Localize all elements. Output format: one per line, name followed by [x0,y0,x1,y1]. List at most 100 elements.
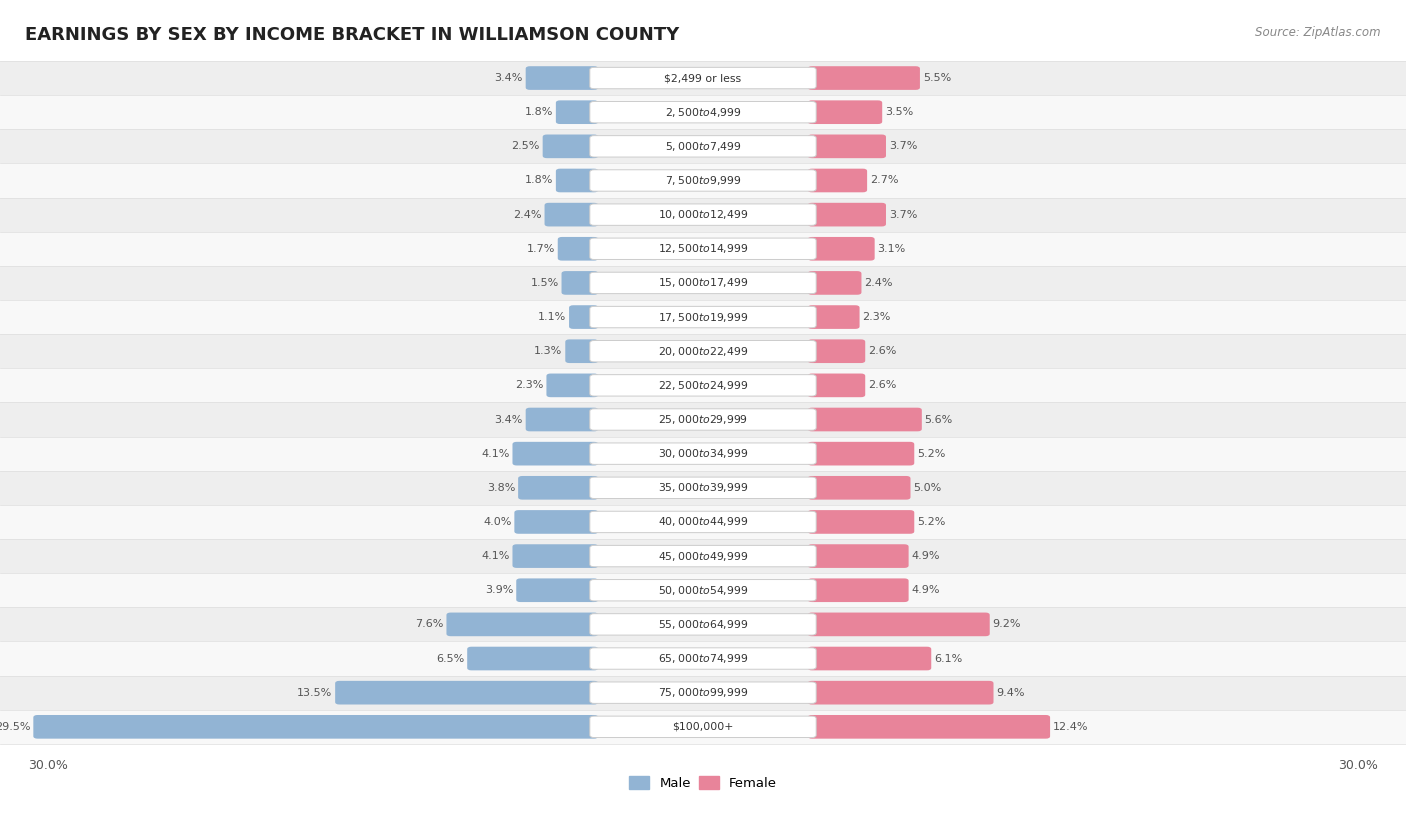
Bar [0,539,1406,573]
Text: 5.2%: 5.2% [917,449,945,459]
FancyBboxPatch shape [547,373,599,398]
Text: $7,500 to $9,999: $7,500 to $9,999 [665,174,741,187]
FancyBboxPatch shape [555,100,599,124]
FancyBboxPatch shape [808,544,908,568]
FancyBboxPatch shape [808,441,914,466]
Text: 5.5%: 5.5% [922,73,950,83]
Bar [0,368,1406,402]
Text: 1.3%: 1.3% [534,346,562,356]
Text: $12,500 to $14,999: $12,500 to $14,999 [658,242,748,255]
Text: $2,500 to $4,999: $2,500 to $4,999 [665,106,741,119]
Text: 3.4%: 3.4% [495,73,523,83]
Text: 12.4%: 12.4% [1053,722,1088,732]
Text: 6.1%: 6.1% [934,654,962,663]
Text: 6.5%: 6.5% [436,654,464,663]
Text: 2.7%: 2.7% [870,176,898,185]
FancyBboxPatch shape [808,202,886,227]
Text: $22,500 to $24,999: $22,500 to $24,999 [658,379,748,392]
FancyBboxPatch shape [591,341,815,362]
Text: 2.4%: 2.4% [513,210,541,220]
Text: 4.0%: 4.0% [484,517,512,527]
Text: 2.4%: 2.4% [865,278,893,288]
FancyBboxPatch shape [543,134,599,159]
Text: 3.7%: 3.7% [889,210,917,220]
Text: $25,000 to $29,999: $25,000 to $29,999 [658,413,748,426]
Text: 1.1%: 1.1% [538,312,567,322]
FancyBboxPatch shape [808,373,865,398]
Text: $17,500 to $19,999: $17,500 to $19,999 [658,311,748,324]
FancyBboxPatch shape [808,66,920,90]
FancyBboxPatch shape [808,271,862,295]
Bar [0,471,1406,505]
Text: $30,000 to $34,999: $30,000 to $34,999 [658,447,748,460]
FancyBboxPatch shape [591,238,815,259]
Bar [0,163,1406,198]
Text: 5.0%: 5.0% [914,483,942,493]
FancyBboxPatch shape [569,305,599,329]
Text: 2.6%: 2.6% [868,346,897,356]
Text: 1.5%: 1.5% [530,278,558,288]
FancyBboxPatch shape [526,407,599,432]
Bar [0,300,1406,334]
FancyBboxPatch shape [558,237,599,261]
Bar [0,505,1406,539]
Bar [0,676,1406,710]
FancyBboxPatch shape [591,136,815,157]
FancyBboxPatch shape [808,134,886,159]
Text: 4.1%: 4.1% [481,449,509,459]
Bar [0,232,1406,266]
FancyBboxPatch shape [591,204,815,225]
Text: $55,000 to $64,999: $55,000 to $64,999 [658,618,748,631]
Bar [0,607,1406,641]
FancyBboxPatch shape [808,305,859,329]
Text: 4.9%: 4.9% [911,551,941,561]
FancyBboxPatch shape [808,510,914,534]
FancyBboxPatch shape [808,715,1050,739]
Text: 1.8%: 1.8% [524,176,553,185]
Text: 3.4%: 3.4% [495,415,523,424]
FancyBboxPatch shape [591,648,815,669]
Text: $65,000 to $74,999: $65,000 to $74,999 [658,652,748,665]
Text: 2.3%: 2.3% [862,312,891,322]
Text: $20,000 to $22,499: $20,000 to $22,499 [658,345,748,358]
Bar [0,95,1406,129]
Text: 4.9%: 4.9% [911,585,941,595]
Bar [0,61,1406,95]
FancyBboxPatch shape [591,375,815,396]
FancyBboxPatch shape [591,477,815,498]
Text: 9.4%: 9.4% [997,688,1025,698]
FancyBboxPatch shape [591,170,815,191]
FancyBboxPatch shape [808,407,922,432]
FancyBboxPatch shape [519,476,599,500]
Text: 4.1%: 4.1% [481,551,509,561]
FancyBboxPatch shape [591,307,815,328]
FancyBboxPatch shape [591,67,815,89]
FancyBboxPatch shape [591,546,815,567]
Text: $10,000 to $12,499: $10,000 to $12,499 [658,208,748,221]
FancyBboxPatch shape [516,578,599,602]
Bar [0,573,1406,607]
FancyBboxPatch shape [34,715,599,739]
Text: 13.5%: 13.5% [297,688,332,698]
FancyBboxPatch shape [808,680,994,705]
Text: 3.7%: 3.7% [889,141,917,151]
Bar [0,710,1406,744]
FancyBboxPatch shape [561,271,599,295]
FancyBboxPatch shape [808,612,990,637]
Text: 3.8%: 3.8% [486,483,516,493]
FancyBboxPatch shape [591,580,815,601]
Text: 2.3%: 2.3% [515,380,544,390]
Text: 2.6%: 2.6% [868,380,897,390]
FancyBboxPatch shape [544,202,599,227]
Text: $50,000 to $54,999: $50,000 to $54,999 [658,584,748,597]
FancyBboxPatch shape [591,102,815,123]
Text: $45,000 to $49,999: $45,000 to $49,999 [658,550,748,563]
FancyBboxPatch shape [512,441,599,466]
FancyBboxPatch shape [591,614,815,635]
FancyBboxPatch shape [808,237,875,261]
Text: 1.7%: 1.7% [527,244,555,254]
Bar [0,334,1406,368]
FancyBboxPatch shape [591,443,815,464]
FancyBboxPatch shape [526,66,599,90]
Text: $15,000 to $17,499: $15,000 to $17,499 [658,276,748,289]
